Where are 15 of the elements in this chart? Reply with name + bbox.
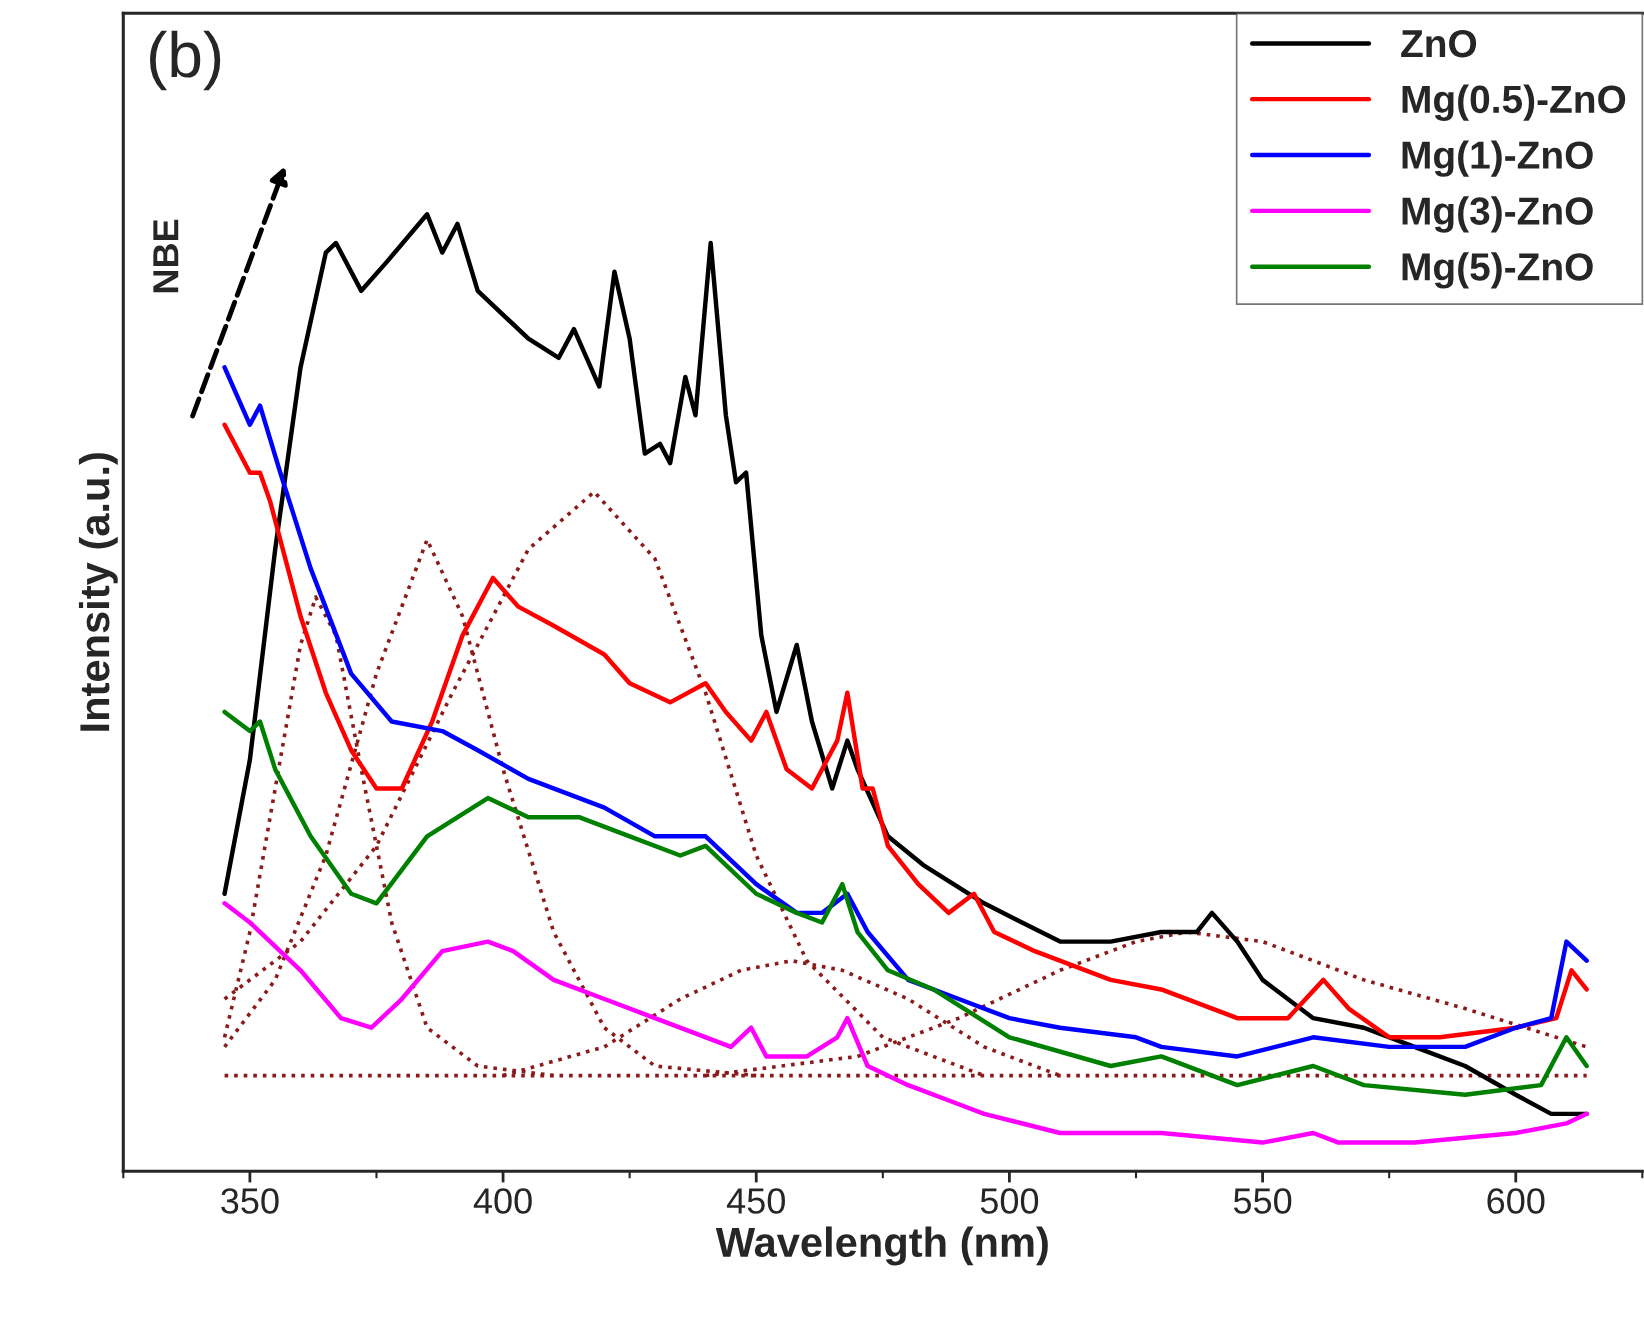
legend-label: ZnO [1401, 29, 1477, 58]
legend-label: Mg(1)-ZnO [1402, 140, 1593, 177]
x-tick-label: 500 [980, 1188, 1039, 1214]
text: NBE [153, 219, 179, 293]
x-tick-label: 450 [726, 1188, 785, 1214]
legend-label: Mg(0.5)-ZnO [1402, 84, 1626, 121]
legend-label: Mg(3)-ZnO [1402, 196, 1593, 233]
x-axis-title: Wavelength (nm) [715, 1226, 1048, 1266]
x-tick-label: 550 [1233, 1188, 1292, 1214]
x-tick-label: 400 [473, 1188, 532, 1214]
x-tick-label: 600 [1487, 1188, 1545, 1214]
legend-label: Mg(5)-ZnO [1402, 252, 1593, 289]
y-axis-title: Intensity (a.u.) [78, 453, 118, 731]
x-tick-label: 350 [221, 1188, 279, 1214]
text: (b) [150, 30, 221, 91]
